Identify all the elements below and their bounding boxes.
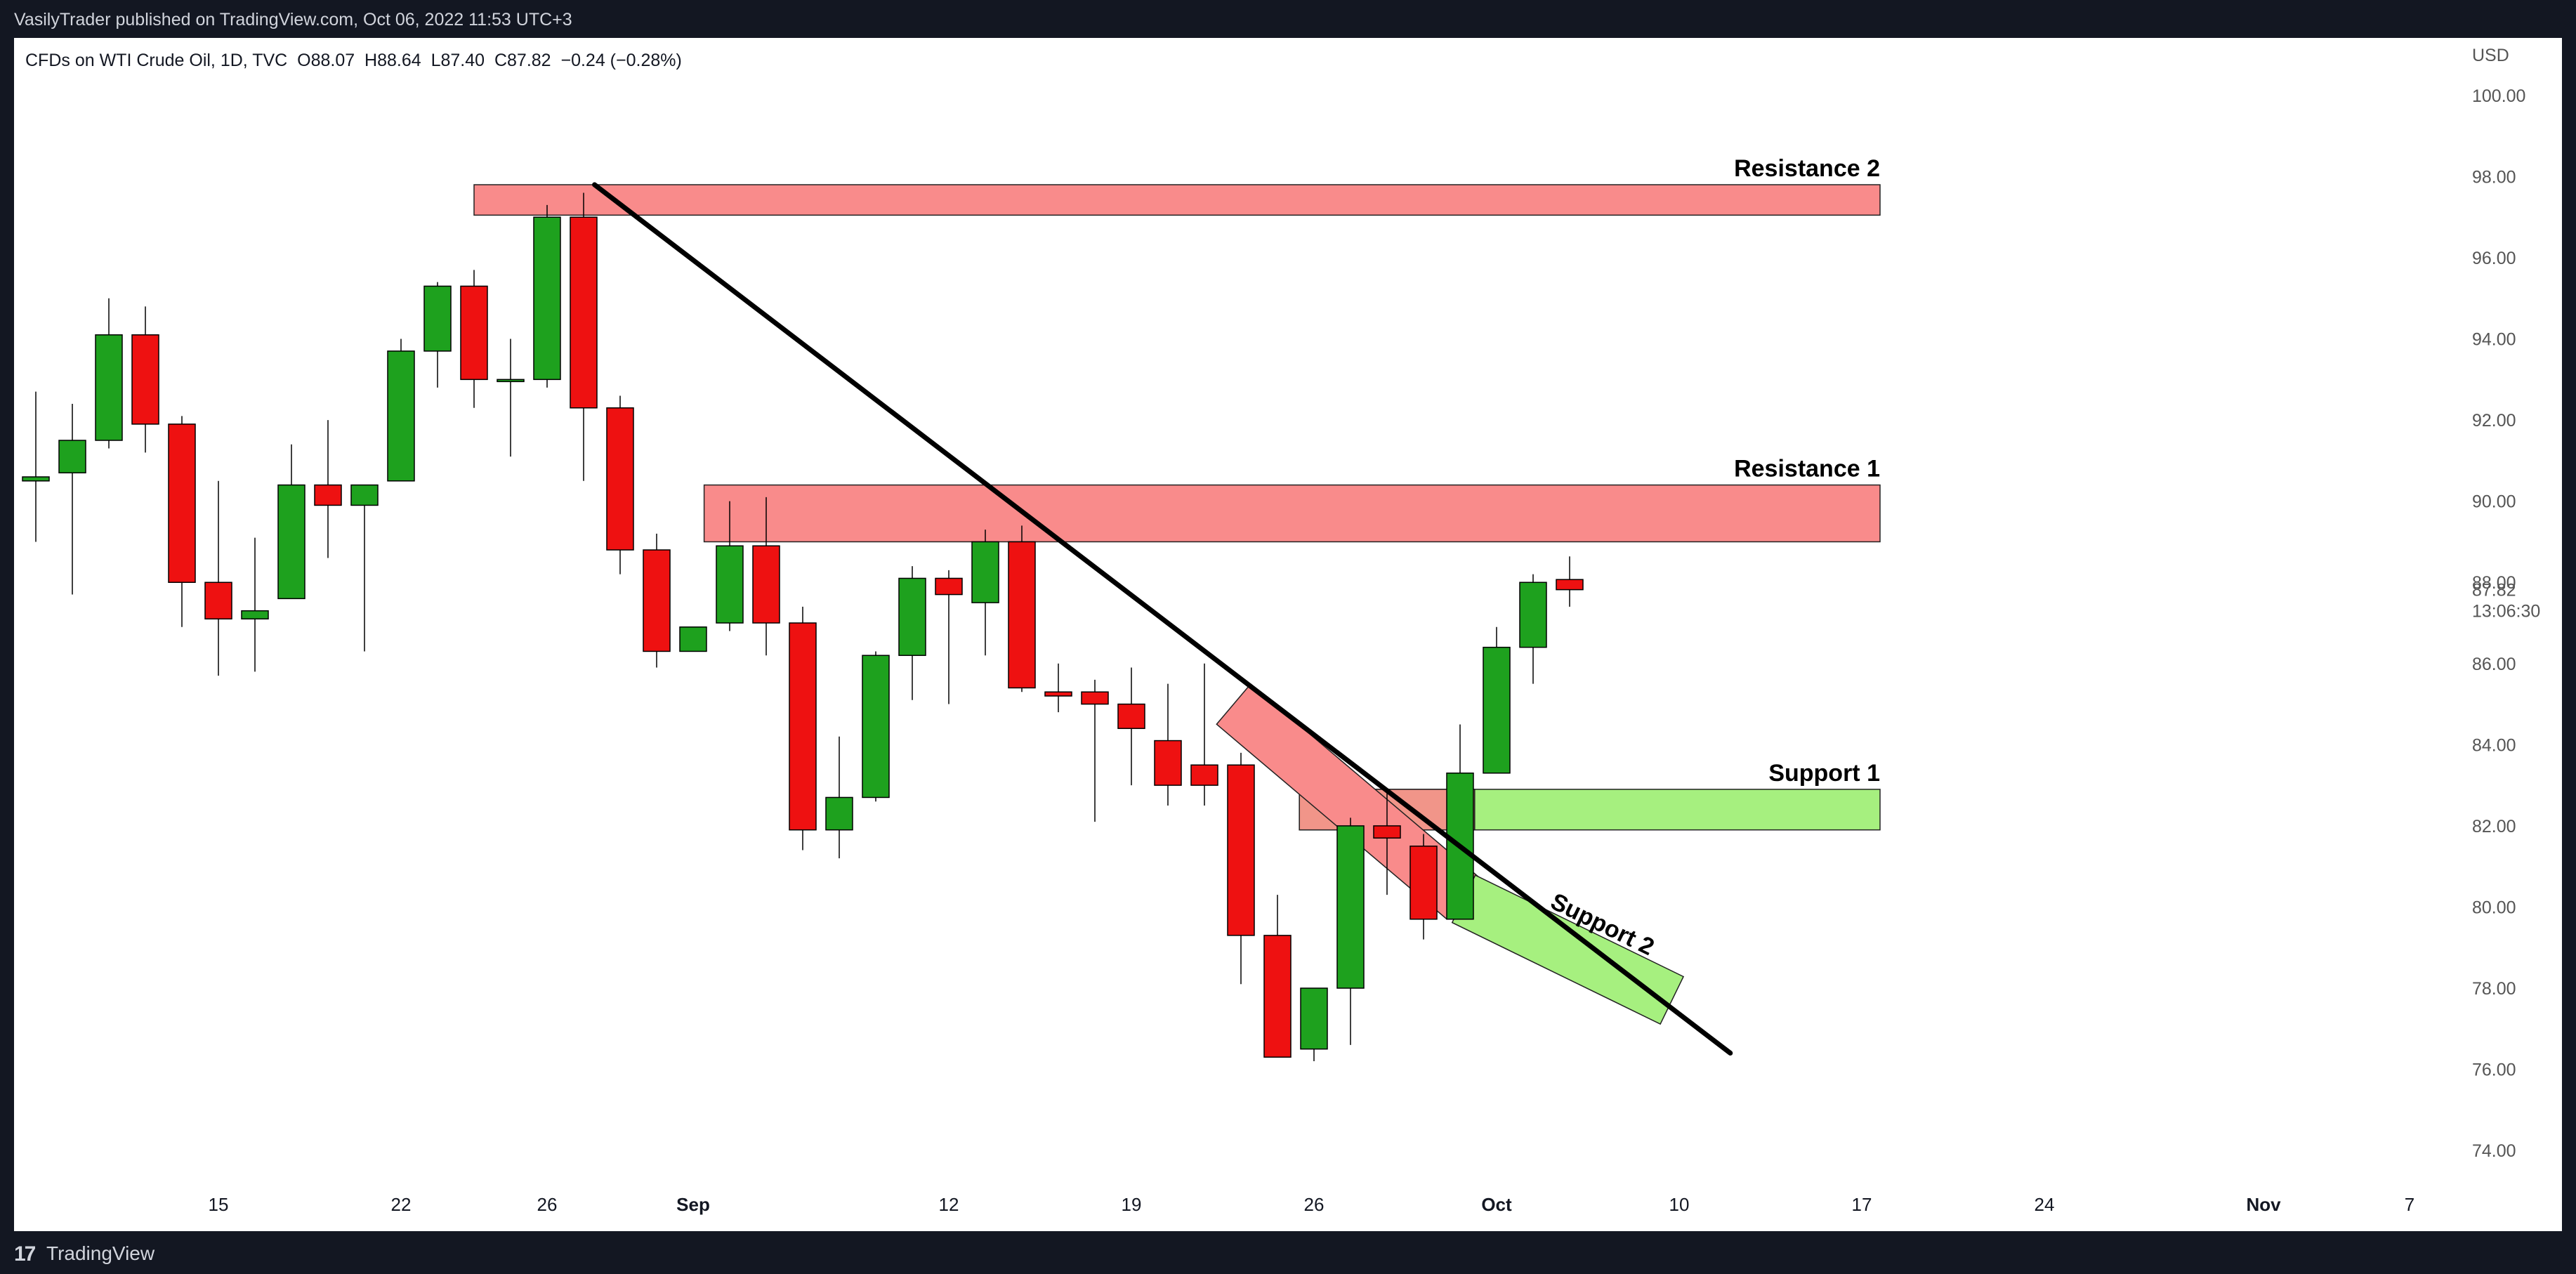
candle-body [1263,935,1292,1058]
zone-label-resistance-2: Resistance 2 [1734,155,1880,182]
resistance-zone-1 [703,484,1881,543]
candle-body [971,541,999,603]
publisher-bar: VasilyTrader published on TradingView.co… [0,0,2576,38]
downtrend-line [592,182,1733,1056]
candle-body [1154,740,1182,786]
candle-body [22,476,50,482]
chart-area[interactable]: Resistance 2 Resistance 1 Support 1 Support… [14,38,2562,1231]
candle-body [1336,825,1365,989]
candle-body [862,655,890,799]
candle-body [825,796,853,831]
candle-body [1081,691,1109,705]
y-tick-label: 86.00 [2472,655,2516,674]
candle-body [789,622,817,831]
candle-body [350,484,379,506]
y-tick-label: 78.00 [2472,979,2516,999]
candle-body [1409,846,1438,920]
candle-body [935,577,963,596]
candle-body [1373,825,1401,839]
candle-body [277,484,305,600]
y-tick-label: 96.00 [2472,249,2516,268]
candle-body [1446,773,1474,920]
x-tick-label: 10 [1669,1194,1690,1215]
publisher-line: VasilyTrader published on TradingView.co… [14,10,572,29]
footer-brand[interactable]: TradingView [46,1242,155,1264]
x-tick-label: Nov [2246,1194,2281,1215]
last-price-label: 87.82 [2472,581,2516,600]
legend-symbol: CFDs on WTI Crude Oil, 1D, TVC [25,51,288,70]
zone-label-support-1: Support 1 [1768,760,1880,787]
x-tick-label: Sep [676,1194,710,1215]
x-tick-label: 12 [939,1194,959,1215]
legend-high: H88.64 [364,51,421,70]
candle-body [95,334,123,441]
x-tick-label: 24 [2035,1194,2055,1215]
y-tick-label: 100.00 [2472,86,2525,106]
candle-body [241,610,269,619]
candle-body [570,216,598,409]
y-tick-label: 90.00 [2472,492,2516,512]
candle-body [1483,646,1511,774]
candle-body [679,626,707,652]
y-tick-label: 94.00 [2472,330,2516,350]
resistance-zone-0 [473,184,1881,216]
candle-body [1117,703,1145,729]
y-tick-label: 92.00 [2472,411,2516,431]
y-tick-label: 84.00 [2472,735,2516,755]
symbol-legend: CFDs on WTI Crude Oil, 1D, TVC O88.07 H8… [25,51,682,71]
x-tick-label: 15 [209,1194,229,1215]
axis-currency: USD [2472,46,2509,65]
legend-close: C87.82 [494,51,551,70]
x-tick-label: 26 [537,1194,558,1215]
tradingview-logo-icon[interactable]: 17 [14,1242,36,1266]
y-tick-label: 76.00 [2472,1060,2516,1080]
legend-change: −0.24 (−0.28%) [560,51,682,70]
y-tick-label: 98.00 [2472,167,2516,187]
candle-body [1190,764,1218,786]
candle-body [1519,582,1547,648]
zone-label-resistance-1: Resistance 1 [1734,456,1880,482]
x-tick-label: 19 [1122,1194,1142,1215]
candle-body [497,379,525,383]
candle-body [423,285,452,352]
y-tick-label: 74.00 [2472,1141,2516,1161]
candle-body [643,549,671,652]
candle-body [204,582,232,619]
candle-body [131,334,159,425]
x-tick-label: 26 [1304,1194,1325,1215]
candle-body [533,216,561,381]
candle-body [314,484,342,506]
candle-body [168,423,196,583]
candle-body [752,545,780,624]
candle-body [1227,764,1255,936]
y-tick-label: 80.00 [2472,898,2516,917]
candle-body [1044,691,1072,697]
footer-bar: 17 TradingView [0,1231,2576,1274]
y-tick-label: 88.00 [2472,573,2516,593]
candle-body [898,577,926,656]
candle-body [460,285,488,381]
legend-low: L87.40 [431,51,485,70]
candle-body [58,440,86,473]
x-tick-label: Oct [1481,1194,1512,1215]
legend-open: O88.07 [297,51,355,70]
x-tick-label: 17 [1852,1194,1872,1215]
bar-countdown: 13:06:30 [2472,602,2540,622]
y-tick-label: 82.00 [2472,817,2516,836]
candle-body [387,350,415,482]
candle-body [1556,579,1584,591]
x-tick-label: 7 [2405,1194,2414,1215]
candle-body [1008,541,1036,689]
x-tick-label: 22 [391,1194,412,1215]
candle-body [1300,987,1328,1050]
candle-body [716,545,744,624]
candle-body [606,407,634,551]
